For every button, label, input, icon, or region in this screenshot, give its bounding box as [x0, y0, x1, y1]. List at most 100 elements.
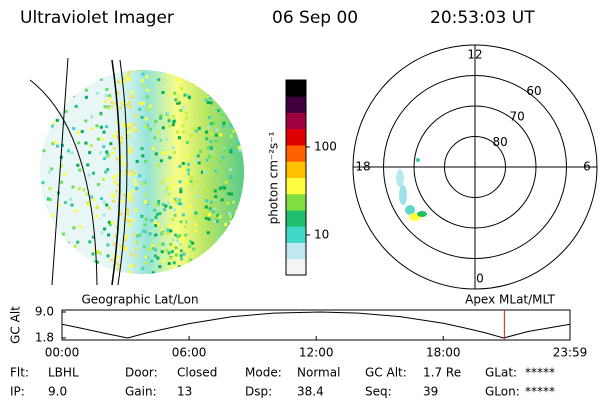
- image-pixel: [103, 267, 107, 271]
- image-pixel: [236, 115, 240, 119]
- image-pixel: [142, 255, 146, 258]
- image-pixel: [217, 237, 221, 241]
- image-pixel: [138, 174, 142, 178]
- image-pixel: [68, 251, 72, 255]
- image-pixel: [145, 117, 149, 121]
- image-pixel: [195, 158, 199, 162]
- image-pixel: [85, 192, 89, 196]
- image-pixel: [51, 142, 55, 146]
- image-pixel: [151, 105, 154, 109]
- image-pixel: [181, 161, 185, 165]
- image-pixel: [95, 91, 99, 95]
- image-pixel: [202, 62, 205, 65]
- image-pixel: [221, 250, 225, 254]
- image-pixel: [124, 235, 128, 239]
- image-pixel: [237, 220, 241, 224]
- image-pixel: [41, 277, 44, 280]
- image-pixel: [129, 129, 133, 133]
- image-pixel: [176, 101, 180, 105]
- image-pixel: [90, 115, 94, 119]
- image-pixel: [133, 179, 137, 183]
- image-pixel: [224, 248, 228, 252]
- image-pixel: [189, 258, 193, 262]
- field-label: Gain:: [125, 385, 157, 399]
- polar-emission: [417, 211, 427, 217]
- image-pixel: [244, 182, 247, 185]
- image-pixel: [176, 235, 180, 239]
- image-pixel: [133, 254, 137, 258]
- image-pixel: [175, 130, 179, 134]
- image-pixel: [169, 187, 173, 191]
- image-pixel: [242, 218, 244, 222]
- image-pixel: [168, 223, 172, 227]
- image-pixel: [231, 285, 234, 288]
- image-pixel: [133, 171, 137, 175]
- image-pixel: [96, 250, 100, 254]
- image-pixel: [172, 120, 176, 123]
- image-pixel: [149, 104, 153, 108]
- image-pixel: [96, 70, 99, 73]
- image-pixel: [223, 186, 227, 190]
- image-pixel: [169, 205, 173, 209]
- image-pixel: [191, 134, 195, 138]
- image-pixel: [42, 149, 46, 153]
- colorbar-segment: [286, 193, 306, 211]
- image-pixel: [196, 154, 200, 158]
- image-pixel: [161, 180, 165, 184]
- image-pixel: [210, 258, 214, 262]
- image-pixel: [87, 203, 91, 207]
- image-pixel: [61, 143, 64, 147]
- image-pixel: [194, 66, 197, 69]
- image-pixel: [145, 193, 149, 197]
- image-pixel: [194, 229, 198, 233]
- image-pixel: [90, 127, 94, 131]
- image-pixel: [120, 199, 124, 203]
- image-pixel: [140, 79, 144, 83]
- image-pixel: [134, 62, 137, 65]
- image-pixel: [206, 89, 210, 93]
- image-pixel: [127, 219, 131, 223]
- image-pixel: [103, 157, 107, 161]
- image-pixel: [229, 168, 233, 172]
- image-pixel: [66, 247, 70, 251]
- image-pixel: [226, 231, 230, 235]
- image-pixel: [161, 151, 165, 155]
- image-pixel: [63, 172, 67, 176]
- image-pixel: [76, 163, 80, 167]
- image-pixel: [226, 253, 230, 257]
- image-pixel: [165, 137, 169, 141]
- image-pixel: [225, 229, 229, 233]
- colorbar-tick-label: 100: [314, 139, 337, 153]
- image-pixel: [241, 105, 244, 109]
- field-value: Normal: [297, 366, 340, 380]
- image-pixel: [185, 116, 189, 120]
- image-pixel: [112, 242, 116, 246]
- image-pixel: [105, 150, 109, 154]
- field-label: GLat:: [485, 366, 517, 380]
- image-pixel: [238, 125, 242, 129]
- image-pixel: [50, 124, 54, 128]
- image-pixel: [100, 137, 104, 141]
- image-pixel: [64, 109, 68, 113]
- image-pixel: [189, 134, 193, 138]
- image-pixel: [205, 130, 208, 134]
- image-pixel: [208, 97, 212, 100]
- image-pixel: [177, 101, 181, 105]
- image-pixel: [215, 128, 219, 132]
- image-pixel: [227, 90, 231, 94]
- image-pixel: [117, 267, 121, 271]
- field-value: 1.7 Re: [423, 366, 461, 380]
- image-pixel: [204, 216, 208, 220]
- image-pixel: [237, 146, 241, 149]
- image-pixel: [148, 232, 152, 236]
- field-label: Mode:: [245, 366, 282, 380]
- image-pixel: [77, 70, 81, 72]
- field-label: GLon:: [485, 385, 520, 399]
- image-pixel: [206, 113, 210, 117]
- image-pixel: [74, 104, 78, 108]
- colorbar-segment: [286, 161, 306, 178]
- image-pixel: [182, 105, 185, 109]
- image-pixel: [137, 126, 141, 130]
- image-pixel: [209, 200, 213, 204]
- image-pixel: [235, 210, 239, 214]
